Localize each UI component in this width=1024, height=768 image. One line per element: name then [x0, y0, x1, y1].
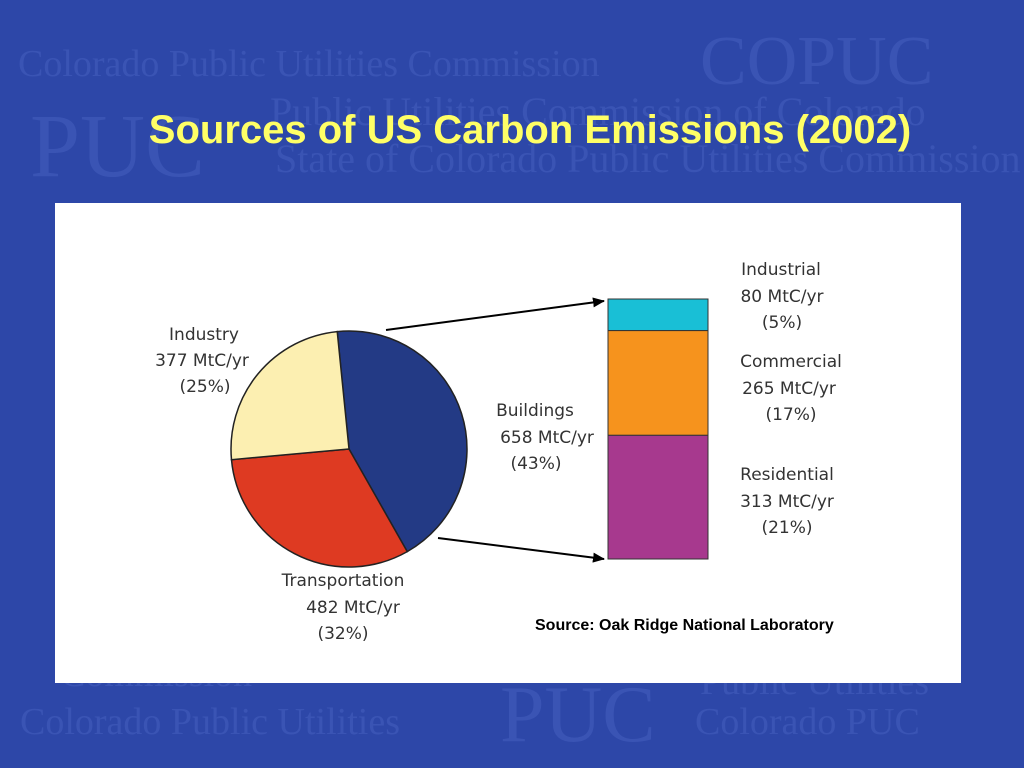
- bar-segment-residential: [607, 434, 709, 560]
- source-note: Source: Oak Ridge National Laboratory: [535, 617, 834, 634]
- industrial-label-name: Industrial: [741, 260, 821, 280]
- arrow-to-bar-bottom: [437, 537, 605, 563]
- industry-label-value: 377 MtC/yr: [155, 351, 249, 371]
- chart-panel: Industry 377 MtC/yr (25%) Buildings 658 …: [55, 203, 961, 683]
- commercial-label: Commercial 265 MtC/yr (17%): [740, 352, 842, 425]
- watermark-text: Colorado Public Utilities Commission: [18, 43, 600, 85]
- residential-label-name: Residential: [740, 465, 834, 485]
- pie-chart: [230, 330, 468, 568]
- bar-segment-commercial: [607, 330, 709, 436]
- industrial-label: Industrial 80 MtC/yr (5%): [740, 260, 823, 333]
- buildings-label-percent: (43%): [510, 454, 561, 474]
- residential-label: Residential 313 MtC/yr (21%): [740, 465, 834, 538]
- buildings-label-name: Buildings: [496, 401, 574, 421]
- slide-title: Sources of US Carbon Emissions (2002): [148, 108, 912, 152]
- watermark-text: COPUC: [700, 23, 934, 100]
- buildings-label: Buildings 658 MtC/yr (43%): [496, 401, 594, 474]
- industrial-label-percent: (5%): [762, 313, 802, 333]
- residential-label-percent: (21%): [761, 518, 812, 538]
- commercial-label-name: Commercial: [740, 352, 842, 372]
- watermark-text: Colorado PUC: [695, 701, 920, 743]
- industry-label-percent: (25%): [179, 377, 230, 397]
- industrial-label-value: 80 MtC/yr: [740, 287, 823, 307]
- pie-slice-transportation: [230, 448, 409, 568]
- arrow-to-bar-top: [385, 297, 605, 331]
- buildings-label-value: 658 MtC/yr: [500, 428, 594, 448]
- commercial-label-value: 265 MtC/yr: [742, 379, 836, 399]
- transportation-label-percent: (32%): [317, 624, 368, 644]
- watermark-text: Colorado Public Utilities: [20, 701, 400, 743]
- transportation-label-value: 482 MtC/yr: [306, 598, 400, 618]
- commercial-label-percent: (17%): [765, 405, 816, 425]
- stacked-bar: [607, 298, 709, 560]
- pie-slice-buildings: [336, 330, 468, 553]
- industry-label-name: Industry: [169, 325, 239, 345]
- bar-segment-industrial: [607, 298, 709, 332]
- watermark-text: PUC: [500, 671, 656, 759]
- emissions-chart: Industry 377 MtC/yr (25%) Buildings 658 …: [155, 260, 842, 644]
- industry-label: Industry 377 MtC/yr (25%): [155, 325, 249, 397]
- transportation-label-name: Transportation: [281, 571, 405, 591]
- residential-label-value: 313 MtC/yr: [740, 492, 834, 512]
- pie-slice-industry: [230, 330, 350, 461]
- transportation-label: Transportation 482 MtC/yr (32%): [281, 571, 405, 644]
